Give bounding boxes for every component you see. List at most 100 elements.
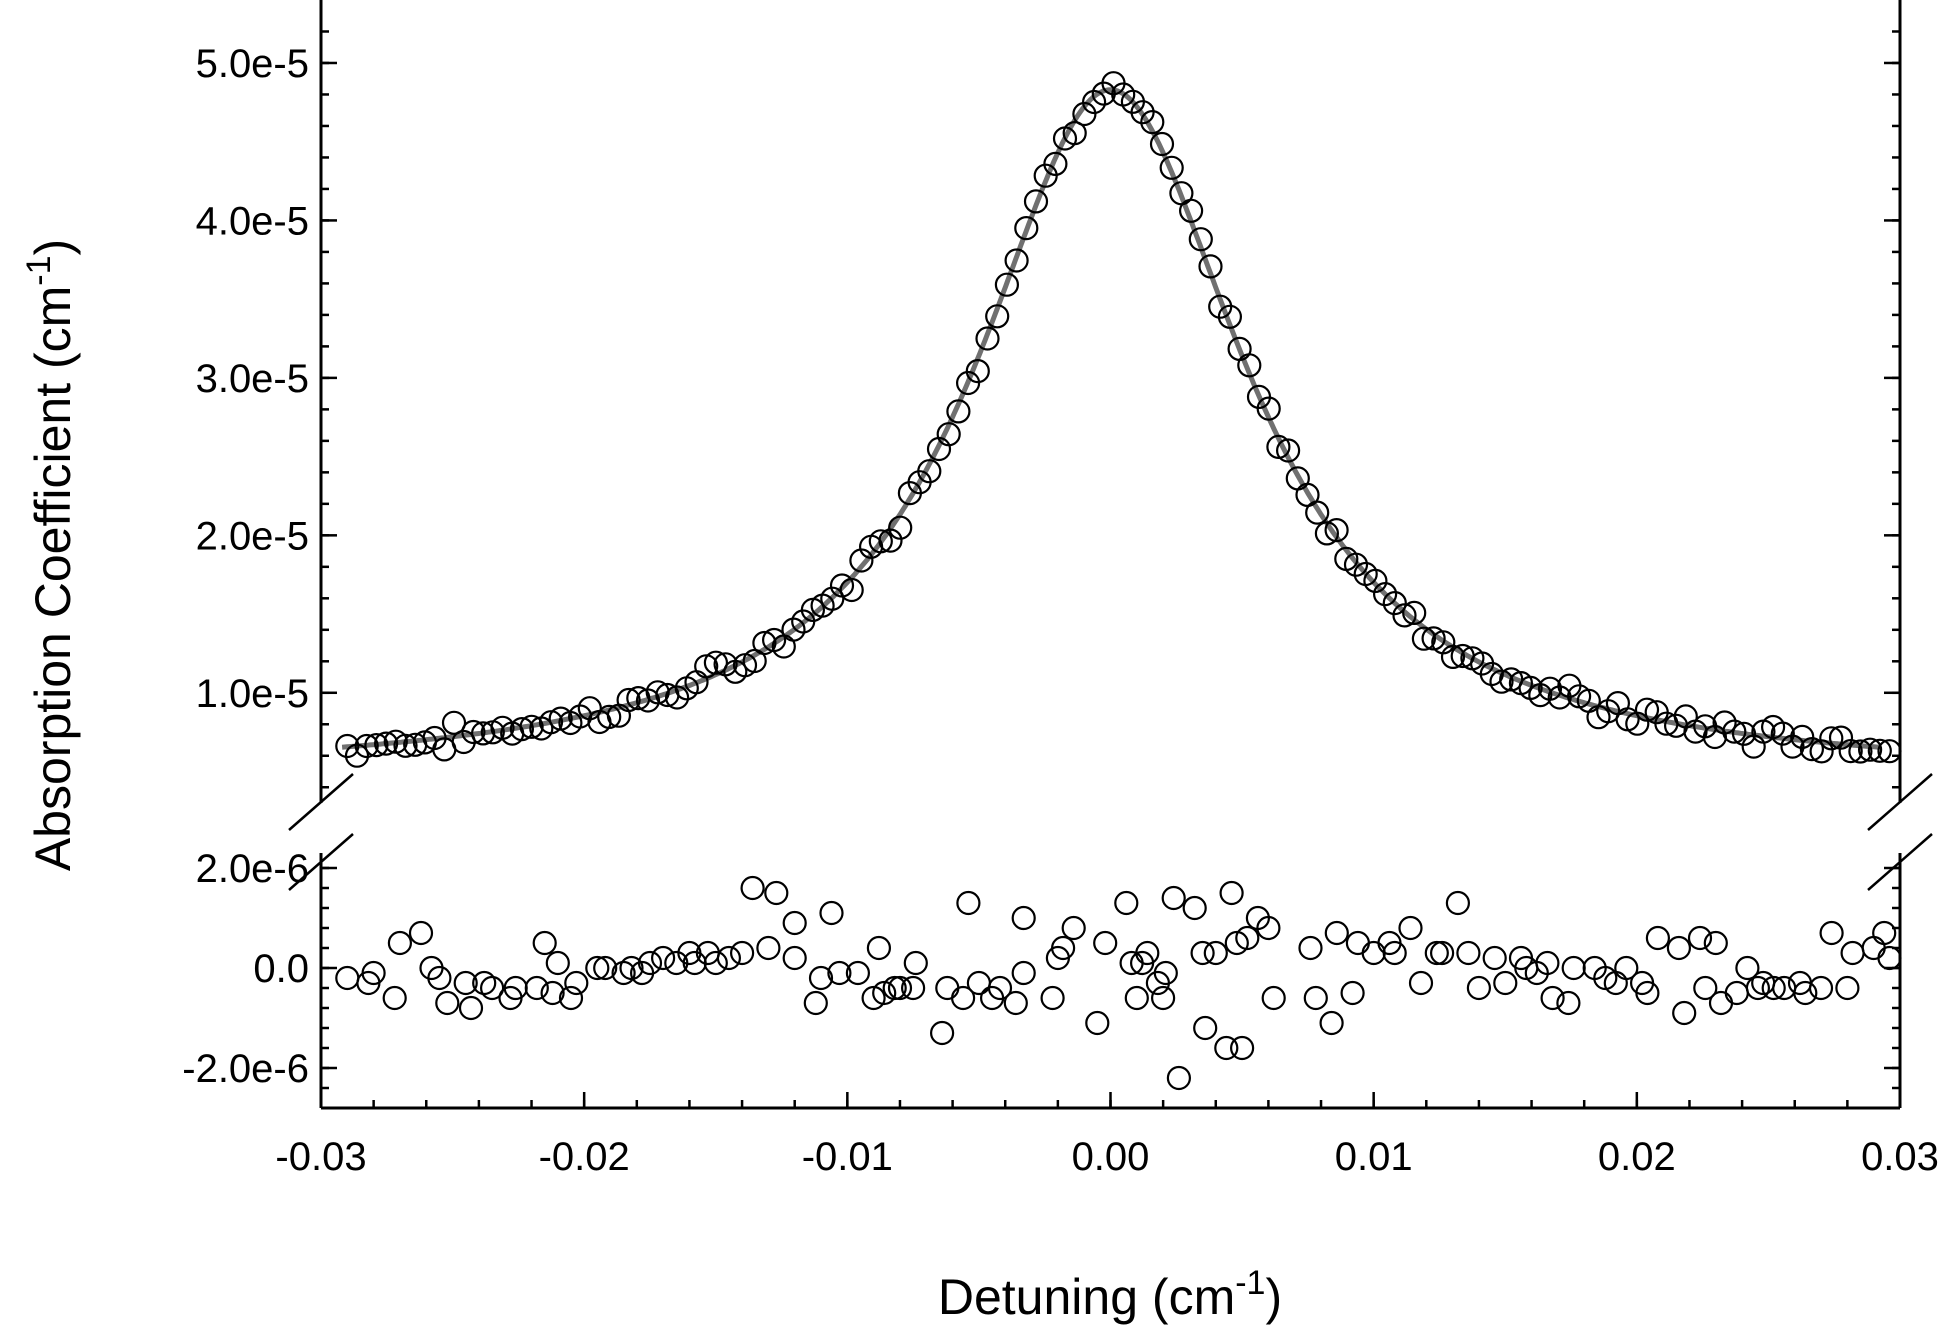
residual-point: [1703, 930, 1728, 956]
residual-point: [1687, 925, 1713, 951]
measured-point: [965, 359, 990, 384]
residual-point: [1324, 920, 1349, 946]
residual-point: [480, 975, 505, 1001]
lower-y-tick-label: -2.0e-6: [182, 1047, 309, 1091]
residual-point: [1382, 940, 1407, 966]
upper-y-tick-label: 5.0e-5: [196, 42, 309, 86]
measured-point: [374, 731, 399, 756]
residual-point: [1061, 915, 1086, 941]
measured-point: [1149, 131, 1175, 157]
measured-point: [1770, 721, 1795, 746]
residual-point: [1761, 975, 1786, 1001]
measured-point: [1848, 739, 1873, 764]
residual-point: [361, 960, 386, 986]
measured-point: [936, 422, 961, 447]
residual-point: [532, 930, 557, 956]
residual-point: [1493, 970, 1518, 996]
residual-point: [866, 935, 892, 961]
residual-point: [1672, 1000, 1697, 1026]
residual-point: [1229, 1035, 1255, 1061]
residual-point: [1872, 920, 1897, 946]
residual-point: [1808, 975, 1834, 1001]
axis-break-mark-top-1: [1867, 773, 1933, 831]
residual-point: [1040, 985, 1065, 1011]
residual-point: [1182, 895, 1207, 921]
residual-point: [1398, 915, 1423, 941]
lower-y-tick-label: 2.0e-6: [196, 847, 309, 891]
residual-point: [729, 940, 755, 966]
x-tick-label: -0.03: [275, 1135, 366, 1179]
residual-point: [827, 960, 852, 986]
residual-point: [408, 920, 434, 946]
measured-point: [1722, 719, 1747, 744]
measured-point: [1043, 151, 1068, 176]
measured-point: [1402, 600, 1427, 626]
residual-point: [950, 985, 976, 1011]
measured-point: [1023, 189, 1049, 214]
measured-point: [1188, 227, 1213, 252]
residual-point: [585, 955, 610, 981]
residual-point: [637, 950, 663, 976]
residual-point: [558, 985, 584, 1011]
measured-point: [1819, 726, 1844, 751]
residual-point: [458, 995, 484, 1021]
measured-point: [1790, 724, 1815, 750]
residual-point: [1153, 960, 1178, 986]
measured-point: [1014, 216, 1039, 241]
measured-point: [888, 515, 913, 540]
residual-point: [716, 945, 742, 971]
residual-point: [1114, 890, 1139, 916]
residual-point: [1161, 885, 1186, 911]
measured-point: [393, 733, 418, 758]
measured-point: [1372, 581, 1398, 607]
x-axis: -0.03 -0.02 -0.01 0.00 0.01 0.02 0.03: [275, 1092, 1939, 1179]
residual-point: [1466, 975, 1492, 1001]
residual-point: [808, 965, 834, 991]
residual-point: [453, 970, 478, 996]
measured-point: [1314, 521, 1340, 546]
measured-point: [946, 399, 971, 424]
residual-point: [1214, 1035, 1239, 1061]
measured-point: [1275, 438, 1301, 463]
residual-point: [1303, 985, 1328, 1011]
residual-point: [1219, 880, 1244, 906]
residual-point: [1693, 975, 1718, 1001]
residual-point: [929, 1020, 955, 1046]
residual-point: [1319, 1010, 1344, 1036]
fit-curve: [341, 87, 1880, 750]
measured-point: [344, 743, 370, 768]
measured-point: [354, 733, 379, 759]
measured-point: [1266, 434, 1291, 459]
residual-point: [593, 955, 618, 981]
residual-point: [1345, 930, 1371, 956]
measured-point: [1634, 697, 1660, 722]
residual-point: [756, 935, 781, 961]
residual-point: [764, 880, 789, 906]
x-axis-title: Detuning (cm-1): [938, 1264, 1282, 1325]
residual-point: [1203, 940, 1228, 966]
measured-point: [1857, 737, 1883, 762]
measured-point: [538, 710, 564, 735]
residual-point: [1482, 945, 1507, 971]
residual-point: [564, 970, 589, 996]
measured-point: [703, 650, 729, 675]
measured-point: [1489, 669, 1514, 694]
measured-point: [616, 687, 641, 713]
residual-point: [1840, 940, 1865, 966]
residual-point: [1124, 985, 1149, 1011]
residual-point: [1666, 935, 1692, 961]
measured-point: [1237, 353, 1262, 378]
residual-point: [1861, 935, 1886, 961]
upper-y-tick-label: 2.0e-5: [196, 514, 309, 558]
residual-point: [1298, 935, 1323, 961]
residual-point: [335, 965, 360, 991]
residual-point: [987, 975, 1013, 1001]
upper-panel: 1.0e-5 2.0e-5 3.0e-5 4.0e-5 5.0e-5: [196, 30, 1902, 789]
residual-point: [887, 975, 913, 1001]
x-tick-label: 0.01: [1335, 1135, 1413, 1179]
residual-point: [1793, 980, 1818, 1006]
residual-point: [935, 975, 960, 1001]
residual-point: [956, 890, 981, 916]
residual-point: [1011, 905, 1036, 931]
residual-point: [966, 970, 992, 996]
